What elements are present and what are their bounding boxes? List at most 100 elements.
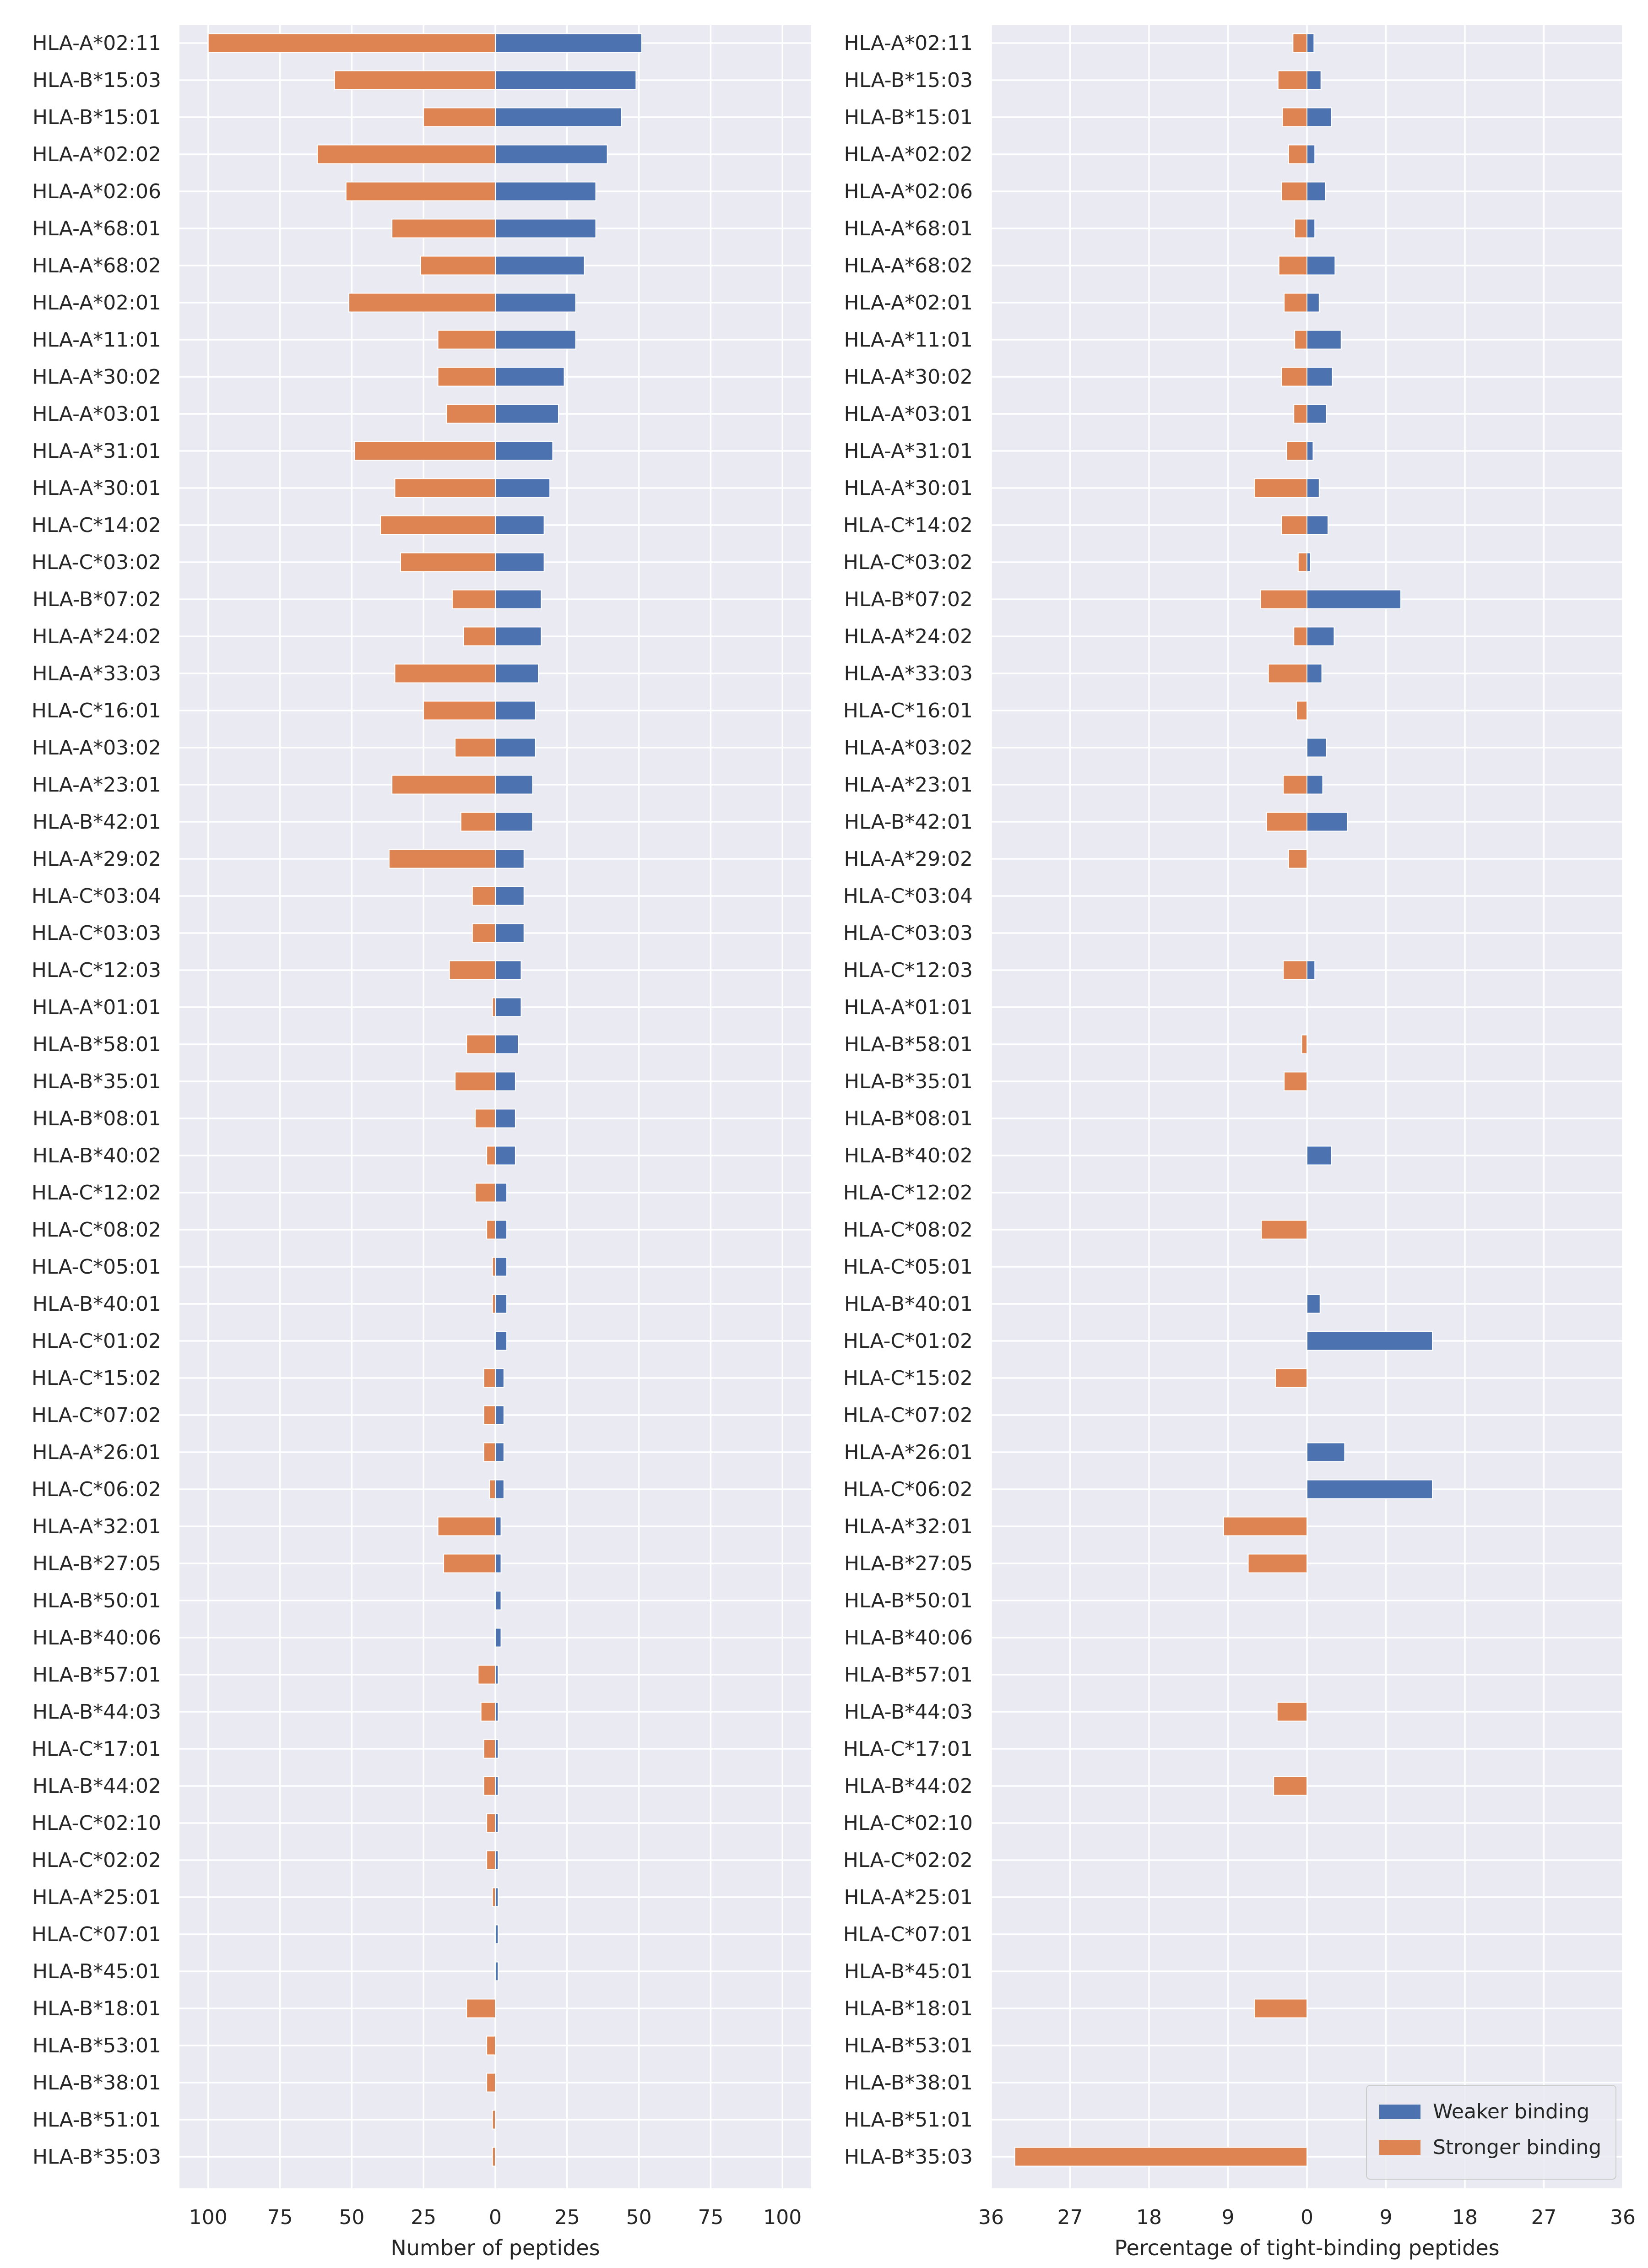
chart1-bar-stronger <box>446 404 496 424</box>
chart1-x-tick-label: 50 <box>339 2206 364 2229</box>
chart2-bar-weaker <box>1306 181 1326 201</box>
chart2-category-label: HLA-A*30:01 <box>844 477 973 500</box>
chart1-bar-weaker <box>495 1590 502 1611</box>
legend-label-weaker: Weaker binding <box>1433 2100 1589 2123</box>
chart2-bar-weaker <box>1306 144 1316 164</box>
chart2-category-label: HLA-C*06:02 <box>843 1478 973 1501</box>
chart2-bar-stronger <box>1293 404 1307 424</box>
chart2-category-label: HLA-A*31:01 <box>844 439 973 463</box>
chart2-category-label: HLA-A*26:01 <box>844 1441 973 1464</box>
chart2-bar-stronger <box>1254 1998 1307 2018</box>
legend-label-stronger: Stronger binding <box>1433 2136 1601 2159</box>
chart2-category-label: HLA-B*40:02 <box>844 1144 973 1167</box>
chart1-bar-stronger <box>477 1665 496 1685</box>
legend-swatch-weaker <box>1379 2105 1420 2119</box>
chart2-bar-weaker <box>1306 812 1348 832</box>
chart1-category-label: HLA-B*15:01 <box>33 106 161 129</box>
chart1-bar-stronger <box>486 2035 496 2056</box>
chart2-x-tick-label: 9 <box>1222 2206 1235 2229</box>
chart1-bar-stronger <box>423 700 496 721</box>
chart1-bar-stronger <box>455 738 496 758</box>
chart1-bar-stronger <box>443 1553 496 1573</box>
chart1-bar-stronger <box>483 1776 496 1796</box>
chart1-category-label: HLA-A*25:01 <box>32 1886 161 1909</box>
chart1-bar-stronger <box>489 1479 496 1499</box>
chart2-category-label: HLA-A*02:11 <box>844 32 973 55</box>
chart1-bar-weaker <box>495 700 536 721</box>
chart1-category-label: HLA-A*26:01 <box>32 1441 161 1464</box>
chart1-bar-stronger <box>492 2110 496 2130</box>
chart1-category-label: HLA-C*03:03 <box>32 922 161 945</box>
chart1-category-label: HLA-B*51:01 <box>33 2108 161 2132</box>
chart1-category-label: HLA-B*44:03 <box>33 1700 161 1724</box>
chart1-bar-stronger <box>400 552 496 572</box>
chart1-bar-weaker <box>495 738 536 758</box>
chart2-bar-stronger <box>1223 1516 1308 1536</box>
chart1-category-label: HLA-A*23:01 <box>32 773 161 797</box>
chart1-category-label: HLA-C*12:03 <box>32 959 161 982</box>
chart2-category-label: HLA-B*45:01 <box>844 1960 973 1983</box>
chart1-category-label: HLA-C*01:02 <box>32 1329 161 1353</box>
chart1-bar-stronger <box>394 478 496 498</box>
chart1-bar-weaker <box>495 1776 499 1796</box>
chart2-category-label: HLA-C*03:02 <box>843 551 973 574</box>
chart2-bar-weaker <box>1306 367 1333 387</box>
chart2-category-label: HLA-A*29:02 <box>844 847 973 871</box>
chart2-category-label: HLA-B*50:01 <box>844 1589 973 1612</box>
chart1-bar-stronger <box>460 812 496 832</box>
chart2-bar-stronger <box>1288 849 1307 869</box>
chart1-bar-weaker <box>495 552 545 572</box>
chart2-bar-stronger <box>1284 293 1308 313</box>
chart2-bar-stronger <box>1260 589 1308 609</box>
chart1-bar-weaker <box>495 441 553 461</box>
chart2-category-label: HLA-B*58:01 <box>844 1033 973 1056</box>
chart1-category-label: HLA-C*07:02 <box>32 1404 161 1427</box>
chart2-bar-stronger <box>1014 2147 1307 2167</box>
chart2-category-label: HLA-B*15:03 <box>844 69 973 92</box>
chart1-bar-weaker <box>495 367 565 387</box>
chart2-category-label: HLA-C*12:03 <box>843 959 973 982</box>
chart1-bar-stronger <box>391 218 496 239</box>
chart1-x-tick-label: 0 <box>489 2206 502 2229</box>
chart1-bar-weaker <box>495 1887 499 1907</box>
chart1-category-label: HLA-A*32:01 <box>32 1515 161 1538</box>
chart1-bar-stronger <box>348 293 496 313</box>
chart1-bar-weaker <box>495 107 622 127</box>
chart2-category-label: HLA-C*02:10 <box>843 1812 973 1835</box>
chart2-category-label: HLA-C*03:03 <box>843 922 973 945</box>
chart2-category-label: HLA-C*02:02 <box>843 1849 973 1872</box>
chart2-x-tick-label: 0 <box>1301 2206 1313 2229</box>
chart1-category-label: HLA-B*35:03 <box>33 2145 161 2169</box>
chart2-category-label: HLA-B*35:01 <box>844 1070 973 1093</box>
chart2-category-label: HLA-C*01:02 <box>843 1329 973 1353</box>
chart1-bar-weaker <box>495 1628 502 1648</box>
chart1-bar-stronger <box>483 1405 496 1425</box>
chart1-category-label: HLA-C*08:02 <box>32 1218 161 1242</box>
chart1-bar-stronger <box>472 923 496 943</box>
chart1-category-label: HLA-B*57:01 <box>33 1663 161 1687</box>
chart1-category-label: HLA-C*17:01 <box>32 1737 161 1761</box>
chart1-bar-stronger <box>455 1071 496 1091</box>
chart1-bar-stronger <box>486 1220 496 1240</box>
chart1-bar-weaker <box>495 1368 504 1388</box>
chart1-bar-weaker <box>495 1479 504 1499</box>
chart1-bar-stronger <box>354 441 496 461</box>
chart2-bar-stronger <box>1292 33 1307 53</box>
chart1-bar-weaker <box>495 849 525 869</box>
chart2-bar-stronger <box>1261 1220 1307 1240</box>
chart1-category-label: HLA-A*03:01 <box>32 402 161 426</box>
chart2-bar-stronger <box>1281 515 1308 535</box>
chart1-category-label: HLA-B*35:01 <box>33 1070 161 1093</box>
chart1-bar-weaker <box>495 1553 502 1573</box>
chart2-bar-stronger <box>1268 663 1308 684</box>
chart1-category-label: HLA-B*53:01 <box>33 2034 161 2057</box>
chart1-category-label: HLA-A*33:03 <box>32 662 161 685</box>
chart1-category-label: HLA-C*15:02 <box>32 1367 161 1390</box>
chart1-bar-weaker <box>495 1183 508 1203</box>
chart2-category-label: HLA-B*44:02 <box>844 1774 973 1798</box>
chart1-category-label: HLA-A*03:02 <box>32 736 161 760</box>
chart1-category-label: HLA-B*18:01 <box>33 1997 161 2020</box>
chart2-bar-stronger <box>1283 775 1307 795</box>
